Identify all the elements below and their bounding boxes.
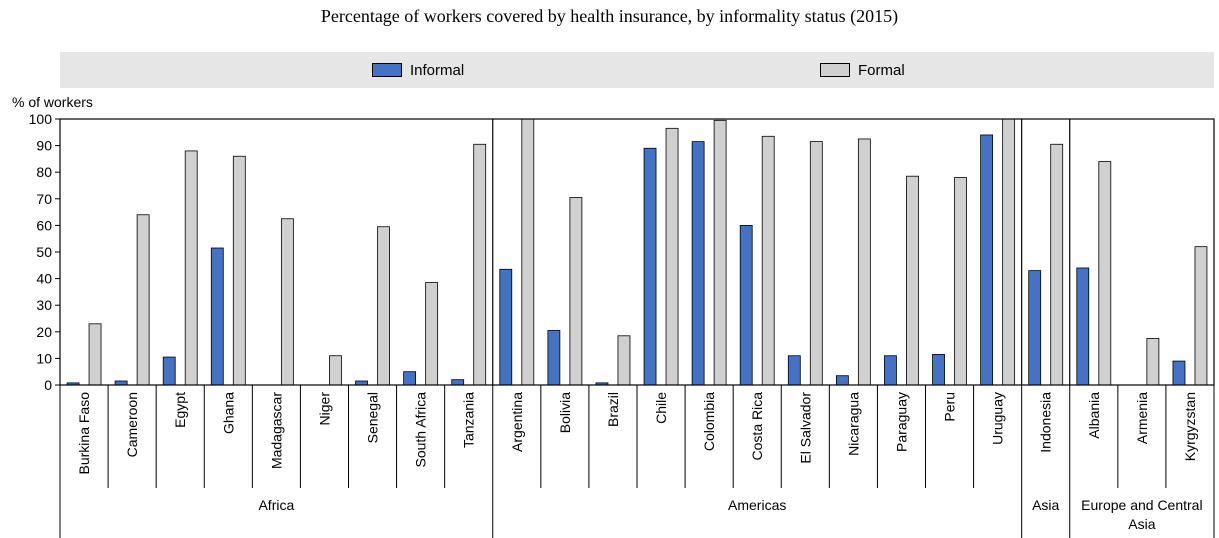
bar-formal-paraguay	[906, 175, 919, 386]
bar-formal-cameroon	[136, 214, 150, 386]
bar-informal-bolivia	[547, 330, 561, 386]
x-tick-label: Egypt	[172, 392, 188, 428]
group-label-line2: Asia	[1128, 516, 1155, 532]
bar-formal-argentina	[521, 118, 535, 386]
y-tick-label: 40	[36, 271, 52, 287]
bar-formal-madagascar	[280, 218, 294, 386]
bar-informal-costa-rica	[739, 224, 753, 386]
bar-formal-colombia	[713, 119, 727, 386]
y-axis-label: % of workers	[12, 94, 93, 110]
bar-informal-colombia	[691, 141, 705, 386]
group-label: Americas	[728, 497, 786, 513]
bar-formal-ghana	[232, 155, 246, 386]
bar-formal-uruguay	[1002, 118, 1016, 386]
bar-informal-kyrgyzstan	[1172, 360, 1186, 386]
bar-informal-chile	[643, 147, 657, 386]
bar-formal-egypt	[184, 150, 198, 386]
legend: Informal Formal	[60, 52, 1214, 88]
y-tick-label: 30	[36, 297, 52, 313]
y-tick-label: 90	[36, 138, 52, 154]
x-tick-label: Peru	[942, 392, 958, 422]
legend-item-formal: Formal	[820, 61, 905, 79]
x-tick-label: Albania	[1086, 392, 1102, 439]
legend-label-informal: Informal	[410, 61, 465, 79]
bar-formal-niger	[329, 355, 342, 386]
x-tick-label: Bolivia	[557, 392, 573, 433]
x-tick-label: Costa Rica	[749, 392, 765, 461]
bar-formal-kyrgyzstan	[1194, 246, 1208, 386]
x-tick-label: Nicaragua	[845, 392, 861, 456]
x-tick-label: South Africa	[413, 392, 429, 468]
y-tick-label: 10	[36, 350, 52, 366]
x-tick-label: Senegal	[365, 392, 381, 443]
bar-informal-south-africa	[403, 371, 417, 386]
x-tick-label: Chile	[653, 392, 669, 424]
x-tick-label: El Salvador	[797, 392, 813, 464]
bar-formal-brazil	[617, 335, 631, 386]
x-tick-label: Tanzania	[461, 392, 477, 448]
bar-informal-albania	[1076, 267, 1090, 386]
bar-formal-armenia	[1146, 338, 1160, 386]
legend-swatch-informal	[372, 63, 402, 77]
y-tick-label: 50	[36, 244, 52, 260]
legend-swatch-formal	[820, 63, 850, 77]
bar-informal-tanzania	[451, 379, 465, 386]
chart-title: Percentage of workers covered by health …	[320, 6, 899, 26]
x-tick-label: Argentina	[509, 392, 525, 452]
group-label: Africa	[258, 497, 294, 513]
x-tick-label: Niger	[316, 392, 332, 426]
x-tick-label: Armenia	[1134, 392, 1150, 444]
bar-informal-uruguay	[980, 134, 994, 386]
y-tick-label: 0	[44, 377, 52, 393]
x-tick-label: Indonesia	[1038, 392, 1054, 453]
bar-informal-peru	[932, 354, 945, 386]
y-tick-label: 70	[36, 191, 52, 207]
bar-informal-paraguay	[884, 355, 897, 386]
bar-informal-indonesia	[1028, 270, 1042, 386]
x-tick-label: Uruguay	[990, 392, 1006, 445]
group-label: Asia	[1032, 497, 1059, 513]
bar-informal-egypt	[162, 356, 176, 386]
bar-formal-senegal	[377, 226, 390, 386]
y-tick-label: 80	[36, 164, 52, 180]
bar-formal-bolivia	[569, 197, 583, 386]
bar-informal-argentina	[499, 268, 513, 386]
legend-label-formal: Formal	[858, 61, 905, 79]
x-tick-label: Ghana	[220, 392, 236, 434]
y-tick-label: 60	[36, 217, 52, 233]
group-label: Europe and Central	[1081, 497, 1202, 513]
bar-formal-tanzania	[473, 143, 487, 386]
x-tick-label: Brazil	[605, 392, 621, 427]
bar-formal-indonesia	[1050, 143, 1064, 386]
x-tick-label: Cameroon	[124, 392, 140, 457]
bar-informal-nicaragua	[835, 375, 849, 386]
bar-formal-el-salvador	[809, 141, 823, 386]
bar-formal-chile	[665, 127, 679, 386]
y-tick-label: 20	[36, 324, 52, 340]
bar-formal-burkina-faso	[88, 323, 102, 386]
x-tick-label: Burkina Faso	[76, 392, 92, 475]
x-tick-label: Paraguay	[893, 392, 909, 452]
bar-formal-south-africa	[425, 282, 439, 386]
x-tick-label: Kyrgyzstan	[1182, 392, 1198, 461]
bar-formal-costa-rica	[761, 135, 775, 386]
bar-informal-ghana	[210, 247, 224, 386]
bar-formal-nicaragua	[857, 138, 871, 386]
bar-formal-albania	[1098, 161, 1112, 386]
legend-item-informal: Informal	[372, 61, 465, 79]
y-tick-label: 100	[29, 111, 53, 127]
x-tick-label: Colombia	[701, 392, 717, 451]
bar-informal-el-salvador	[787, 355, 801, 386]
bar-formal-peru	[954, 177, 967, 386]
x-tick-label: Madagascar	[268, 392, 284, 469]
